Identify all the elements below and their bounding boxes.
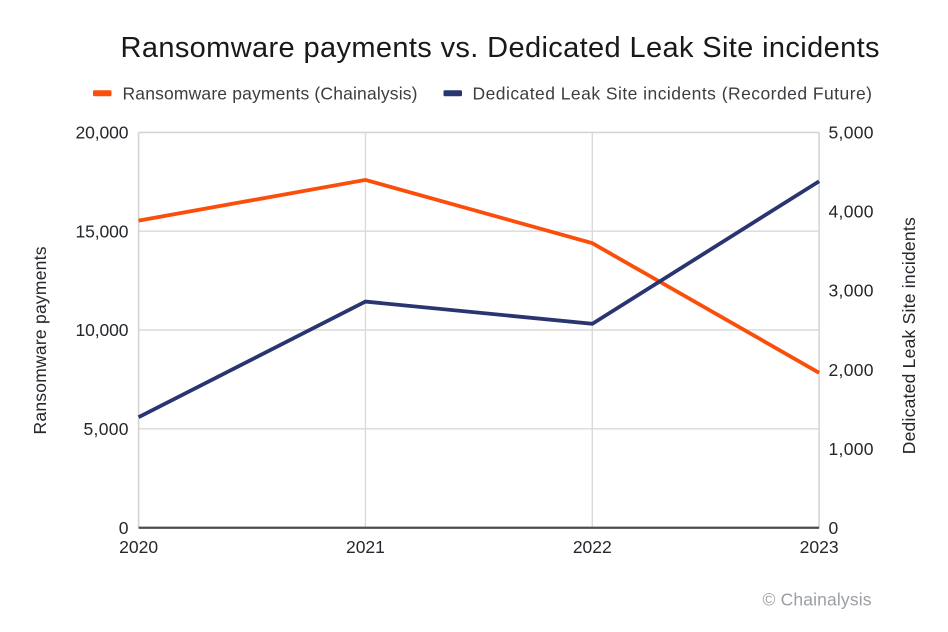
svg-text:Dedicated Leak Site incidents: Dedicated Leak Site incidents [899,217,919,454]
svg-text:10,000: 10,000 [76,320,129,340]
svg-text:1,000: 1,000 [829,439,874,459]
svg-text:Dedicated Leak Site incidents: Dedicated Leak Site incidents (Recorded … [473,84,873,104]
svg-text:2020: 2020 [119,537,158,557]
svg-text:Ransomware payments vs. Dedica: Ransomware payments vs. Dedicated Leak S… [121,32,880,64]
svg-text:4,000: 4,000 [829,202,874,222]
svg-text:15,000: 15,000 [76,221,129,241]
svg-text:2022: 2022 [573,537,612,557]
svg-text:20,000: 20,000 [76,123,129,143]
svg-text:Ransomware payments (Chainalys: Ransomware payments (Chainalysis) [123,84,418,104]
svg-text:0: 0 [119,518,129,538]
svg-text:5,000: 5,000 [829,123,874,143]
svg-text:3,000: 3,000 [829,281,874,301]
svg-text:2023: 2023 [800,537,839,557]
svg-text:2021: 2021 [346,537,385,557]
svg-text:2,000: 2,000 [829,360,874,380]
svg-text:Ransomware payments: Ransomware payments [30,246,50,434]
svg-text:0: 0 [829,518,839,538]
svg-text:5,000: 5,000 [84,419,129,439]
svg-text:© Chainalysis: © Chainalysis [763,590,872,610]
